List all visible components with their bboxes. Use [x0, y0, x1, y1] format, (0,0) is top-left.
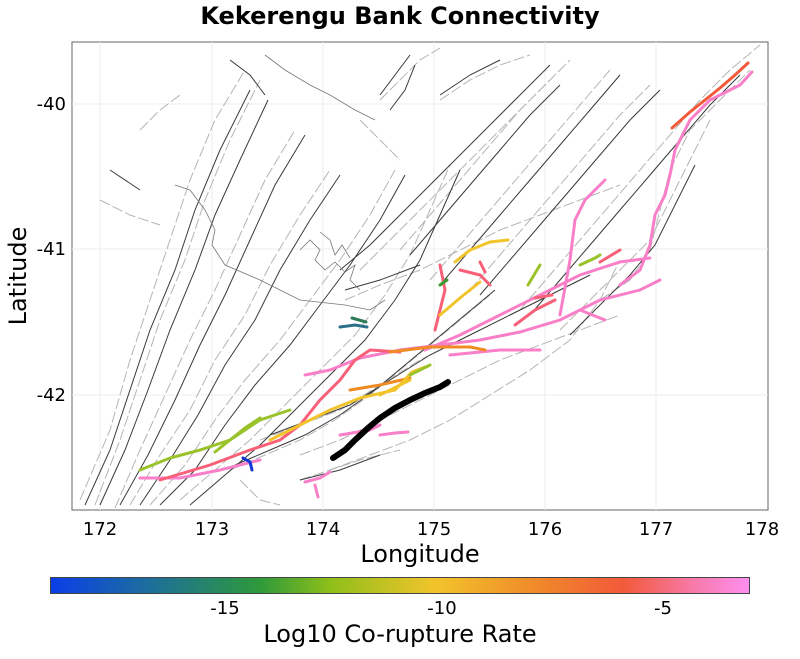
segment-salmon — [433, 263, 447, 332]
plot-area — [71, 41, 769, 511]
segment-yellow — [438, 280, 482, 317]
segment-lime — [526, 263, 542, 287]
segment-lime — [213, 416, 262, 454]
coastline — [174, 54, 386, 311]
segment-green — [438, 278, 449, 287]
y-tick: -42 — [37, 385, 66, 406]
segment-green — [350, 316, 368, 324]
segment-pink — [558, 178, 607, 317]
segment-orange — [348, 376, 412, 392]
x-axis: 172 173 174 175 176 177 178 — [83, 519, 779, 540]
x-tick: 172 — [83, 519, 117, 540]
segment-pink — [378, 430, 410, 437]
segment-salmon — [513, 298, 557, 327]
segment-pink — [303, 470, 332, 484]
x-axis-label: Longitude — [360, 540, 480, 568]
segment-yellow — [453, 238, 510, 264]
segment-yellow — [268, 365, 427, 442]
segment-blue — [241, 456, 254, 472]
segment-yellow — [378, 378, 412, 397]
x-tick: 176 — [528, 519, 562, 540]
x-tick: 173 — [195, 519, 229, 540]
segment-pink — [448, 348, 542, 357]
colorbar-tick: -5 — [654, 598, 672, 619]
segment-pink — [138, 458, 262, 480]
segment-salmon — [598, 248, 622, 264]
segment-lime — [408, 363, 432, 377]
segment-lime — [578, 253, 602, 267]
x-tick: 178 — [745, 519, 779, 540]
colorbar — [50, 577, 750, 594]
colorbar-tick: -10 — [427, 598, 457, 619]
segment-lime — [138, 408, 292, 472]
segment-salmon — [478, 260, 487, 274]
segment-pink — [423, 256, 652, 352]
y-tick: -40 — [37, 94, 66, 115]
x-tick: 174 — [306, 519, 340, 540]
y-axis: -40 -41 -42 — [37, 94, 66, 406]
colorbar-label: Log10 Co-rupture Rate — [263, 620, 537, 648]
segment-pink — [618, 70, 754, 287]
segment-pink — [303, 278, 662, 377]
segment-salmon — [158, 348, 402, 482]
x-tick: 175 — [417, 519, 451, 540]
segment-salmon — [458, 268, 492, 287]
segment-salmon — [670, 61, 750, 130]
rupture-segments — [138, 61, 754, 499]
colorbar-tick: -15 — [210, 598, 240, 619]
map-title: Kekerengu Bank Connectivity — [200, 2, 600, 30]
y-tick: -41 — [37, 239, 66, 260]
segment-salmon — [533, 293, 554, 300]
colorbar-ticks: -15 -10 -5 — [0, 598, 800, 622]
x-tick: 177 — [639, 519, 673, 540]
segment-pink — [578, 308, 607, 322]
segment-pink — [313, 483, 320, 499]
target-rupture-kekerengu-bank — [330, 379, 451, 461]
segment-teal — [338, 323, 369, 329]
segment-orange — [388, 345, 487, 354]
